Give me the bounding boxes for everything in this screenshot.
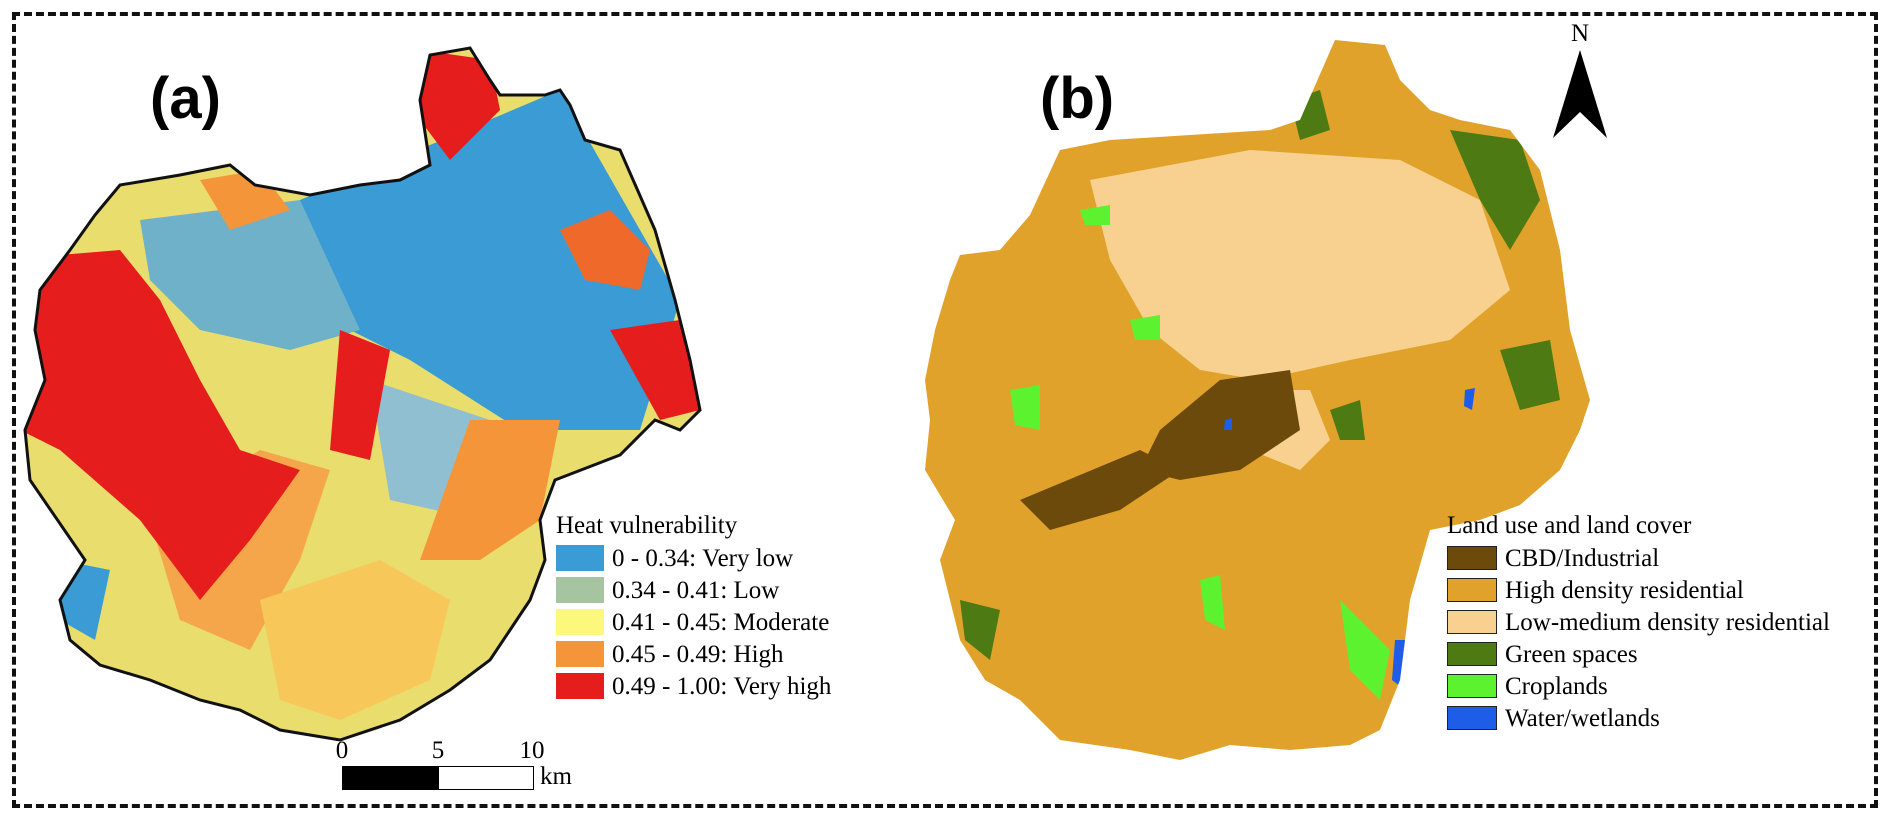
legend-item-low: 0.34 - 0.41: Low	[556, 574, 831, 606]
north-letter: N	[1571, 20, 1590, 47]
legend-label: High density residential	[1505, 576, 1744, 604]
legend-swatch	[556, 609, 604, 635]
legend-label: CBD/Industrial	[1505, 544, 1660, 572]
legend-item-water-wetlands: Water/wetlands	[1447, 702, 1830, 734]
scale-tick-5: 5	[431, 737, 445, 764]
legend-range: 0.49 - 1.00:	[612, 672, 728, 700]
legend-item-green-spaces: Green spaces	[1447, 638, 1830, 670]
legend-label: Moderate	[733, 608, 830, 636]
legend-range: 0.34 - 0.41:	[612, 576, 728, 604]
legend-title: Heat vulnerability	[556, 512, 738, 539]
legend-item-moderate: 0.41 - 0.45: Moderate	[556, 606, 831, 638]
scale-tick-10: 10	[519, 737, 545, 764]
legend-swatch	[556, 641, 604, 667]
north-arrow-icon	[1553, 50, 1607, 138]
legend-label: Water/wetlands	[1505, 704, 1660, 732]
figure-frame	[12, 12, 1878, 808]
legend-swatch	[1447, 674, 1497, 698]
legend-label: Green spaces	[1505, 640, 1638, 668]
legend-label: High	[733, 640, 784, 668]
legend-item-croplands: Croplands	[1447, 670, 1830, 702]
legend-swatch	[1447, 706, 1497, 730]
scale-unit: km	[540, 763, 572, 790]
scale-tick-0: 0	[335, 737, 349, 764]
legend-label: Low-medium density residential	[1505, 608, 1830, 636]
scale-segment-black	[342, 766, 440, 790]
legend-range: 0.41 - 0.45:	[612, 608, 728, 636]
legend-title: Land use and land cover	[1447, 512, 1692, 539]
legend-swatch	[1447, 546, 1497, 570]
legend-item-high: 0.45 - 0.49: High	[556, 638, 831, 670]
legend-swatch	[556, 545, 604, 571]
scale-bar: 0 5 10 km	[336, 737, 572, 793]
legend-swatch	[1447, 578, 1497, 602]
legend-label: Croplands	[1505, 672, 1608, 700]
legend-item-cbd-industrial: CBD/Industrial	[1447, 542, 1830, 574]
legend-item-very-high: 0.49 - 1.00: Very high	[556, 670, 831, 702]
panel-a-label: (a)	[150, 66, 221, 131]
legend-item-low-medium-density-residential: Low-medium density residential	[1447, 606, 1830, 638]
legend-item-high-density-residential: High density residential	[1447, 574, 1830, 606]
legend-label: Low	[733, 576, 780, 604]
legend-label: Very low	[702, 544, 794, 572]
legend-swatch	[1447, 642, 1497, 666]
north-arrow: N	[1545, 20, 1615, 140]
legend-swatch	[1447, 610, 1497, 634]
legend-swatch	[556, 673, 604, 699]
legend-label: Very high	[733, 672, 832, 700]
land-use-legend: Land use and land cover CBD/Industrial H…	[1447, 513, 1830, 734]
legend-range: 0 - 0.34:	[612, 544, 697, 572]
legend-item-very-low: 0 - 0.34: Very low	[556, 542, 831, 574]
scale-segment-white	[438, 766, 534, 790]
heat-vulnerability-legend: Heat vulnerability 0 - 0.34: Very low 0.…	[556, 513, 831, 702]
legend-swatch	[556, 577, 604, 603]
panel-b-label: (b)	[1040, 66, 1115, 131]
legend-range: 0.45 - 0.49:	[612, 640, 728, 668]
